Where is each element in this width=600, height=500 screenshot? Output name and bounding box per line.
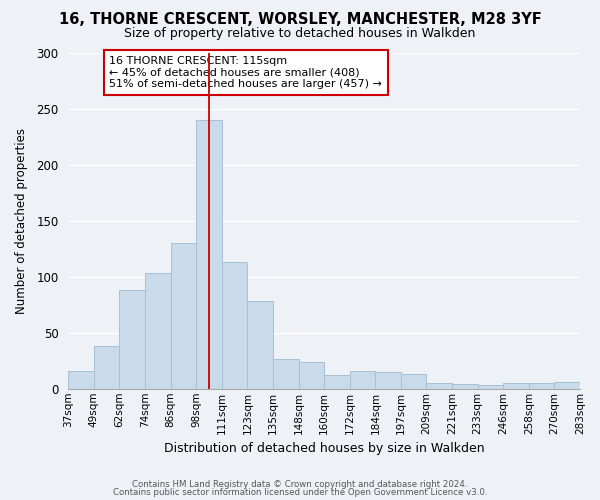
Bar — [170, 243, 196, 389]
Bar — [350, 371, 376, 389]
X-axis label: Distribution of detached houses by size in Walkden: Distribution of detached houses by size … — [164, 442, 484, 455]
Bar — [452, 384, 478, 389]
Bar — [222, 262, 247, 389]
Text: Contains public sector information licensed under the Open Government Licence v3: Contains public sector information licen… — [113, 488, 487, 497]
Bar — [503, 383, 529, 389]
Bar — [68, 371, 94, 389]
Bar — [324, 376, 350, 389]
Bar — [196, 120, 222, 389]
Bar — [478, 386, 503, 389]
Bar — [529, 383, 554, 389]
Y-axis label: Number of detached properties: Number of detached properties — [15, 128, 28, 314]
Bar — [554, 382, 580, 389]
Bar — [376, 372, 401, 389]
Bar — [247, 302, 273, 389]
Text: 16 THORNE CRESCENT: 115sqm
← 45% of detached houses are smaller (408)
51% of sem: 16 THORNE CRESCENT: 115sqm ← 45% of deta… — [109, 56, 382, 89]
Bar — [427, 383, 452, 389]
Bar — [94, 346, 119, 389]
Text: 16, THORNE CRESCENT, WORSLEY, MANCHESTER, M28 3YF: 16, THORNE CRESCENT, WORSLEY, MANCHESTER… — [59, 12, 541, 28]
Bar — [119, 290, 145, 389]
Bar — [299, 362, 324, 389]
Text: Contains HM Land Registry data © Crown copyright and database right 2024.: Contains HM Land Registry data © Crown c… — [132, 480, 468, 489]
Text: Size of property relative to detached houses in Walkden: Size of property relative to detached ho… — [124, 28, 476, 40]
Bar — [145, 274, 170, 389]
Bar — [273, 358, 299, 389]
Bar — [401, 374, 427, 389]
